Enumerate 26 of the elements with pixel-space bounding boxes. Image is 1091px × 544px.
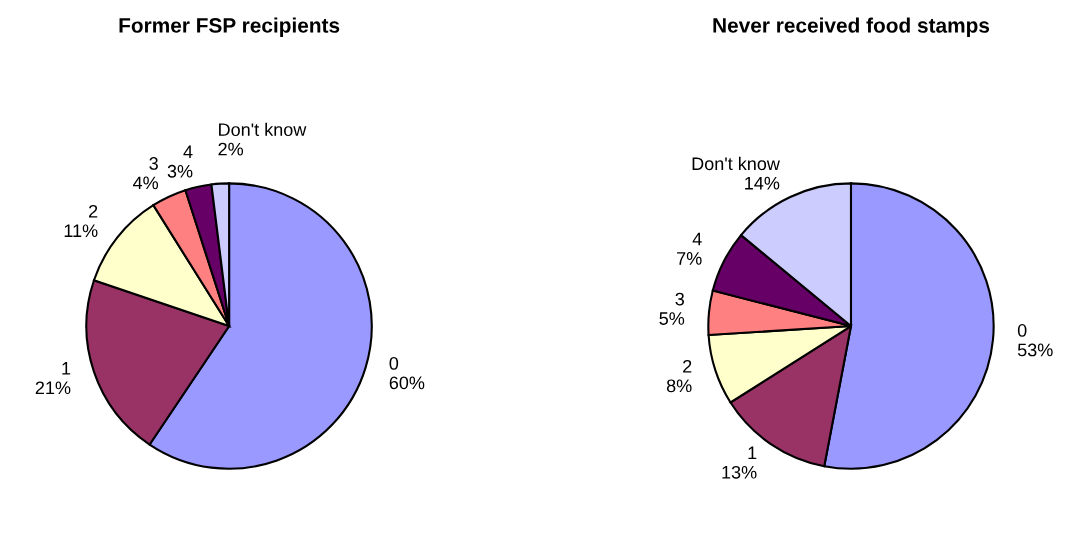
slice-label: 1 bbox=[748, 446, 757, 460]
slice-label: 3 bbox=[149, 157, 158, 170]
slice-label: 1 bbox=[62, 362, 71, 375]
slice-label: Don't know bbox=[692, 156, 780, 171]
data-label: 8% bbox=[666, 379, 692, 393]
data-label: 13% bbox=[722, 465, 757, 479]
data-label: 3% bbox=[167, 164, 193, 178]
slice-label: 4 bbox=[183, 145, 193, 158]
data-label: 14% bbox=[745, 176, 780, 190]
slice-label: 4 bbox=[692, 232, 702, 246]
data-label: 2% bbox=[218, 142, 244, 156]
slice-label: Don't know bbox=[219, 122, 307, 137]
data-label: 7% bbox=[677, 252, 702, 265]
data-label: 21% bbox=[35, 381, 71, 395]
slice-label: 2 bbox=[89, 204, 98, 218]
slice-label: 2 bbox=[683, 359, 692, 373]
chart-title: Former FSP recipients bbox=[119, 17, 340, 37]
slice-label: 0 bbox=[389, 356, 399, 370]
data-label: 5% bbox=[659, 312, 685, 325]
slice-label: 3 bbox=[675, 292, 685, 306]
slice-label: 0 bbox=[1017, 324, 1027, 337]
data-label: 11% bbox=[64, 224, 98, 238]
data-label: 4% bbox=[133, 176, 159, 190]
chart-title: Never received food stamps bbox=[713, 17, 990, 37]
data-label: 53% bbox=[1017, 343, 1053, 357]
data-label: 60% bbox=[389, 376, 425, 390]
